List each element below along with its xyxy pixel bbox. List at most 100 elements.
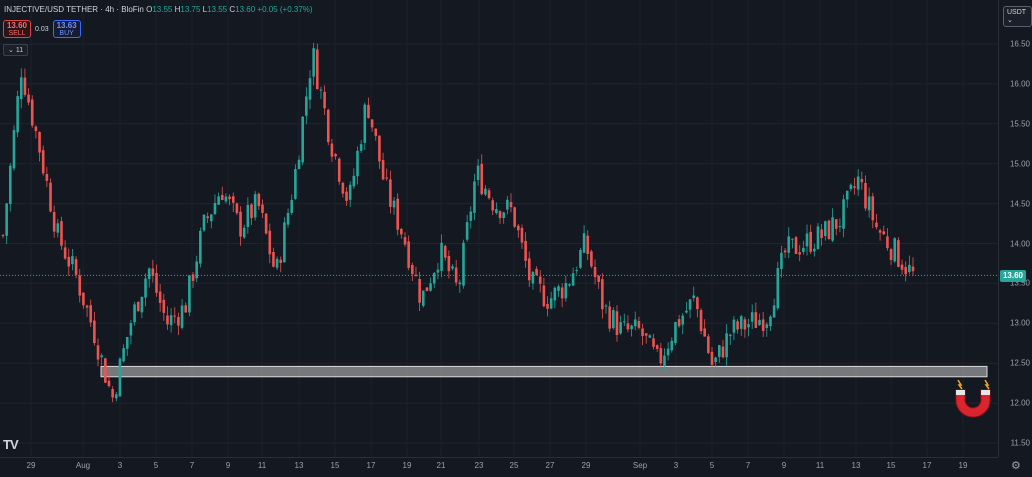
- buy-button[interactable]: 13.63 BUY: [52, 20, 81, 38]
- candle-body: [597, 275, 601, 282]
- candle-body: [93, 320, 96, 344]
- candle-body: [454, 267, 458, 283]
- candle-body: [96, 345, 100, 360]
- candle-body: [798, 252, 802, 255]
- candle-body: [663, 355, 666, 367]
- candle-body: [546, 303, 549, 309]
- candle-body: [319, 89, 323, 91]
- candle-body: [312, 48, 315, 77]
- ohlc-key: C: [227, 5, 236, 14]
- x-tick-label: 15: [886, 461, 896, 470]
- candle-body: [104, 358, 107, 383]
- candle-body: [666, 348, 670, 356]
- candle-body: [509, 202, 513, 208]
- candle-body: [432, 272, 436, 284]
- candle-body: [805, 233, 809, 247]
- gear-icon[interactable]: ⚙: [1011, 460, 1021, 472]
- candle-body: [524, 240, 527, 261]
- candle-body: [195, 261, 198, 279]
- x-tick-label: 9: [225, 461, 231, 470]
- candle-body: [374, 128, 378, 136]
- currency-label: USDT: [1007, 9, 1026, 16]
- magnet-icon[interactable]: [948, 378, 998, 428]
- candle-body: [853, 186, 856, 188]
- y-tick-label: 16.50: [1009, 39, 1030, 49]
- candle-body: [601, 279, 604, 310]
- candle-body: [294, 169, 297, 199]
- candle-body: [590, 251, 593, 267]
- candle-body: [612, 310, 615, 329]
- x-tick-label: 3: [117, 461, 123, 470]
- x-tick-label: 7: [189, 461, 195, 470]
- candle-body: [549, 298, 553, 309]
- candle-body: [38, 131, 41, 153]
- candle-body: [834, 219, 838, 229]
- candle-body: [1, 235, 5, 237]
- candle-body: [871, 196, 875, 221]
- y-tick-label: 14.00: [1009, 239, 1030, 248]
- candle-body: [655, 345, 659, 349]
- candle-body: [272, 251, 275, 267]
- candle-body: [557, 286, 560, 291]
- candle-body: [250, 204, 253, 219]
- support-zone[interactable]: [100, 365, 988, 378]
- tradingview-logo[interactable]: TV: [3, 437, 19, 452]
- x-tick-label: 9: [781, 461, 787, 470]
- candle-body: [542, 285, 546, 307]
- candle-body: [67, 256, 71, 267]
- candle-body: [864, 183, 867, 209]
- chevron-down-icon: ⌄: [1007, 17, 1013, 24]
- candle-body: [513, 207, 516, 227]
- candle-body: [582, 233, 586, 253]
- candle-body: [469, 211, 473, 221]
- chevron-down-icon: ⌄: [8, 47, 14, 54]
- candle-body: [820, 229, 823, 238]
- candle-body: [166, 315, 169, 325]
- candle-body: [389, 179, 392, 207]
- candle-body: [750, 312, 754, 322]
- candle-body: [644, 333, 648, 336]
- candle-body: [659, 348, 663, 364]
- candle-body: [615, 311, 619, 335]
- candle-body: [206, 216, 209, 219]
- candle-body: [648, 335, 652, 338]
- candle-body: [491, 200, 495, 211]
- candle-body: [517, 225, 520, 231]
- chart-legend: INJECTIVE/USD TETHER · 4h · BloFin O13.5…: [4, 5, 313, 14]
- candle-body: [231, 196, 235, 203]
- candle-body: [290, 199, 294, 213]
- candle-body: [465, 222, 469, 240]
- sell-button[interactable]: 13.60 SELL: [3, 20, 31, 38]
- x-tick-label: 19: [958, 461, 968, 470]
- candle-body: [878, 230, 882, 233]
- candle-body: [897, 240, 900, 267]
- candle-body: [114, 394, 118, 399]
- candle-body: [813, 248, 816, 252]
- candle-body: [235, 203, 239, 214]
- candle-body: [363, 104, 367, 143]
- price-axis[interactable]: 16.50 16.00 15.50 15.00 14.50 14.00 13.50 13.00…: [998, 0, 1032, 457]
- candle-body: [359, 144, 363, 151]
- candle-body: [714, 357, 717, 363]
- candle-body: [780, 252, 783, 269]
- buy-label: BUY: [59, 30, 74, 37]
- x-tick-label: 15: [330, 461, 340, 470]
- candle-body: [889, 249, 893, 260]
- candle-body: [641, 328, 644, 337]
- candle-body: [392, 200, 396, 208]
- candle-body: [345, 191, 348, 201]
- candle-body: [908, 264, 911, 273]
- candle-body: [484, 188, 487, 195]
- candle-body: [330, 143, 334, 157]
- chart-plot[interactable]: [0, 0, 998, 457]
- y-tick-label: 15.50: [1009, 119, 1030, 129]
- candle-body: [462, 242, 465, 286]
- sell-price: 13.60: [6, 21, 28, 30]
- symbol-title[interactable]: INJECTIVE/USD TETHER · 4h · BloFin: [4, 5, 144, 14]
- currency-selector[interactable]: USDT ⌄: [1003, 6, 1032, 27]
- indicators-toggle-button[interactable]: ⌄ 11: [3, 44, 29, 56]
- candle-body: [5, 203, 8, 236]
- candle-body: [721, 346, 725, 358]
- time-axis[interactable]: 29 Aug 3 5 7 9 11 13 15 17 19 21 23 25 27 29 Sep 3 5 7 9 11 13…: [0, 457, 998, 477]
